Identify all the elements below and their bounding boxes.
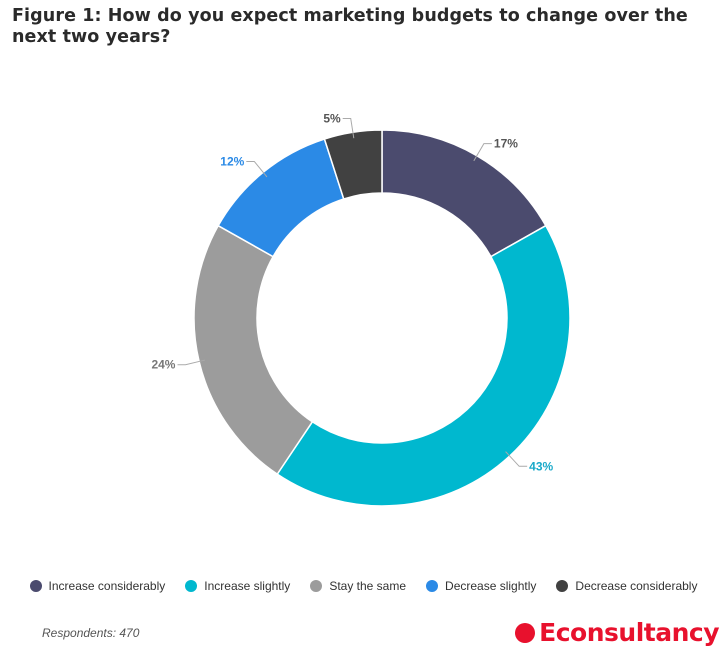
chart-legend: Increase considerably Increase slightly St…: [0, 579, 727, 593]
legend-swatch-icon: [426, 580, 439, 592]
legend-item-decrease-slightly: Decrease slightly: [426, 579, 536, 593]
legend-item-increase-slightly: Increase slightly: [185, 579, 290, 593]
slice-decrease-considerably: [323, 129, 383, 200]
slice-increase-slightly: [276, 224, 571, 507]
legend-label: Stay the same: [329, 579, 407, 593]
leader-line: [177, 359, 206, 366]
legend-label: Decrease slightly: [445, 579, 537, 593]
chart-title: Figure 1: How do you expect marketing bu…: [12, 6, 688, 47]
data-label-decrease-considerably: 5%: [323, 111, 341, 125]
legend-swatch-icon: [310, 580, 323, 592]
econsultancy-logo: Econsultancy: [515, 618, 719, 647]
legend-label: Increase slightly: [204, 579, 291, 593]
respondents-note: Respondents: 470: [42, 626, 140, 640]
legend-item-stay-the-same: Stay the same: [310, 579, 406, 593]
leader-line: [342, 117, 355, 139]
legend-label: Decrease considerably: [575, 579, 698, 593]
donut-chart: 17% 43% 24% 12% 5%: [151, 111, 571, 507]
leader-line: [473, 143, 492, 162]
data-label-increase-slightly: 43%: [529, 459, 553, 473]
data-label-decrease-slightly: 12%: [220, 154, 244, 168]
data-label-stay-the-same: 24%: [151, 358, 175, 372]
legend-swatch-icon: [556, 580, 569, 592]
slice-increase-considerably: [381, 129, 547, 258]
logo-text: Econsultancy: [539, 618, 719, 647]
slice-stay-the-same: [193, 224, 314, 476]
legend-label: Increase considerably: [48, 579, 166, 593]
legend-item-decrease-considerably: Decrease considerably: [556, 579, 697, 593]
leader-line: [505, 451, 528, 467]
leader-line: [246, 160, 268, 178]
legend-swatch-icon: [185, 580, 198, 592]
logo-dot-icon: [515, 622, 536, 643]
data-label-increase-considerably: 17%: [494, 137, 518, 151]
legend-item-increase-considerably: Increase considerably: [29, 579, 166, 593]
legend-swatch-icon: [29, 580, 42, 592]
